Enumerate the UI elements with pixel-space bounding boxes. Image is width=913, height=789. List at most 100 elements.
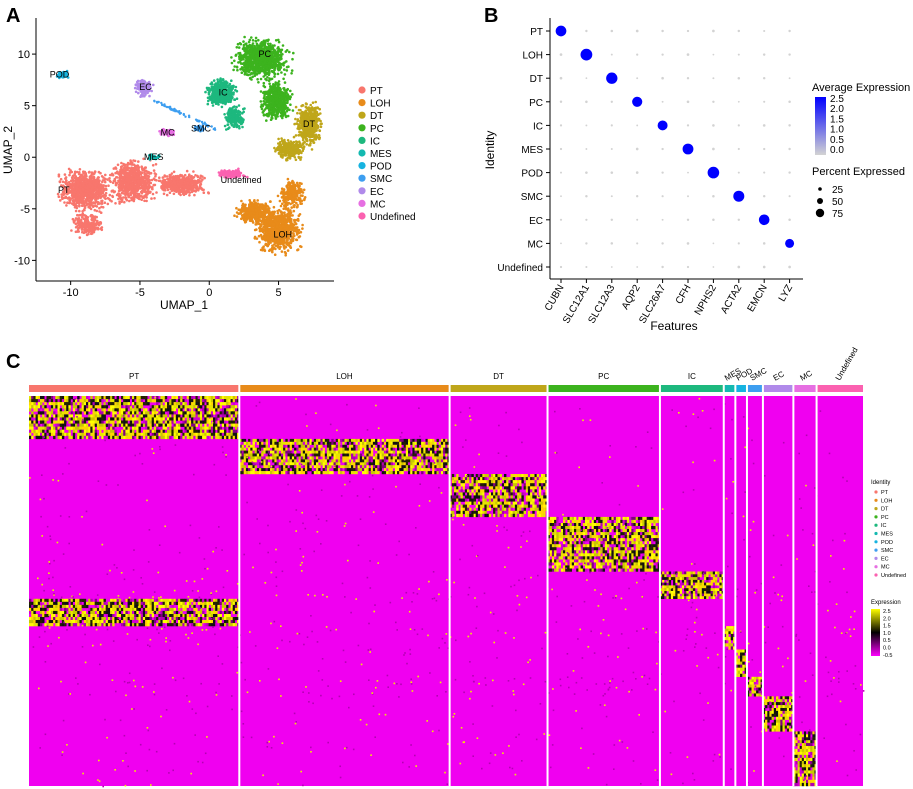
umap-point-loh (251, 203, 255, 207)
umap-point-dt (298, 148, 301, 152)
umap-point-pt (87, 230, 91, 234)
umap-point-dt (274, 150, 277, 153)
umap-point-dt (319, 125, 323, 129)
umap-point-pt (94, 226, 98, 230)
umap-point-loh (278, 199, 282, 203)
umap-point-pt (185, 169, 189, 173)
umap-point-pt (147, 175, 151, 178)
umap-point-dt (312, 112, 316, 116)
umap-point-pt (76, 180, 80, 184)
umap-point-pt (122, 163, 126, 167)
umap-point-pt (153, 183, 157, 187)
umap-point-loh (254, 208, 258, 212)
umap-point-pt (81, 177, 84, 181)
umap-point-pc (290, 72, 293, 75)
umap-point-dt (286, 139, 290, 142)
panel-label-c: C (6, 351, 20, 373)
umap-point-pt (158, 176, 161, 179)
umap-point-pt (137, 186, 141, 190)
umap-point-pt (111, 195, 115, 199)
umap-point-dt (299, 158, 302, 161)
umap-point-pt (78, 183, 82, 186)
umap-point-loh (248, 199, 251, 202)
umap-point-loh (299, 245, 302, 248)
umap-point-pt (140, 179, 144, 182)
umap-point-pt (170, 172, 174, 175)
umap-point-pt (134, 168, 138, 172)
umap-point-loh (289, 221, 292, 224)
umap-point-loh (261, 227, 264, 231)
umap-point-pt (65, 204, 68, 207)
umap-point-loh (243, 209, 247, 212)
umap-point-pt (59, 177, 63, 181)
umap-point-loh (260, 220, 264, 224)
umap-point-loh (255, 212, 259, 215)
umap-point-pt (78, 236, 82, 239)
umap-point-loh (278, 224, 282, 227)
umap-point-dt (282, 147, 286, 151)
umap-point-loh (268, 200, 272, 203)
umap-point-pt (143, 190, 147, 193)
umap-point-pt (147, 187, 150, 191)
umap-point-pt (91, 191, 95, 195)
umap-point-pt (109, 180, 112, 184)
umap-point-pt (83, 175, 86, 178)
umap-point-pt (70, 176, 74, 179)
umap-point-pc (287, 65, 290, 68)
umap-point-pt (125, 174, 128, 178)
umap-point-dt (296, 111, 299, 115)
umap-point-dt (305, 106, 309, 110)
umap-point-dt (304, 136, 308, 140)
umap-point-loh (281, 219, 284, 223)
umap-point-dt (284, 154, 287, 157)
umap-point-dt (317, 113, 320, 116)
umap-point-loh (269, 213, 273, 217)
umap-point-loh (292, 224, 295, 228)
umap-point-loh (292, 209, 296, 213)
umap-point-pt (114, 171, 117, 175)
umap-point-pt (167, 180, 170, 183)
umap-point-loh (297, 235, 301, 239)
umap-point-pt (124, 197, 128, 201)
umap-point-pt (140, 191, 144, 195)
umap-point-loh (283, 250, 287, 254)
umap-point-pt (64, 195, 68, 199)
umap-point-loh (254, 201, 257, 204)
umap-point-pc (242, 40, 245, 43)
umap-point-loh (269, 236, 273, 239)
umap-point-pt (186, 189, 190, 193)
umap-point-pt (193, 193, 196, 197)
umap-point-loh (284, 254, 288, 257)
umap-point-loh (276, 211, 280, 215)
umap-point-pt (134, 176, 137, 180)
umap-point-pt (189, 175, 193, 179)
umap-point-loh (254, 205, 258, 209)
umap-point-pc (251, 39, 255, 42)
umap-point-loh (258, 218, 261, 222)
umap-point-dt (301, 149, 305, 153)
umap-point-pt (201, 175, 204, 178)
umap-point-pt (72, 220, 76, 223)
umap-point-pt (149, 171, 153, 175)
umap-point-dt (319, 122, 323, 126)
umap-point-dt (281, 156, 284, 159)
umap-point-pt (104, 173, 107, 177)
umap-point-dt (317, 118, 321, 122)
umap-point-dt (296, 127, 300, 130)
umap-point-pt (187, 178, 191, 182)
umap-point-pt (124, 182, 128, 185)
umap-point-pt (67, 167, 71, 171)
umap-point-pt (145, 178, 148, 181)
umap-point-pt (103, 178, 106, 182)
panel-label-b: B (484, 5, 498, 27)
umap-point-pt (114, 183, 118, 187)
umap-point-pt (130, 163, 134, 166)
umap-point-loh (295, 232, 299, 235)
umap-point-dt (318, 129, 322, 133)
umap-point-loh (249, 219, 253, 222)
umap-point-dt (306, 131, 310, 134)
umap-point-loh (271, 250, 274, 254)
umap-point-pt (67, 180, 71, 184)
umap-point-pt (192, 179, 196, 183)
umap-point-pt (93, 219, 97, 222)
